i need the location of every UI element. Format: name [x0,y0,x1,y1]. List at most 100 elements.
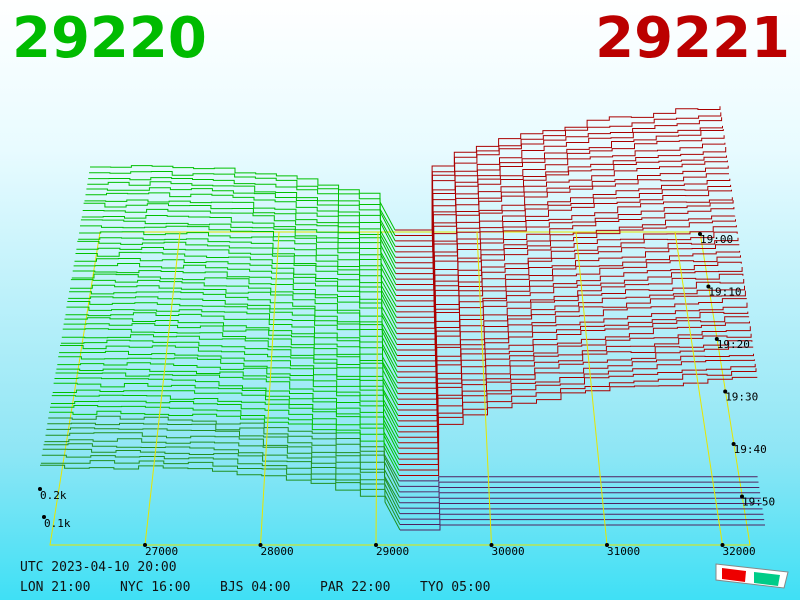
bid-depth-line [59,350,399,416]
bid-depth-line [76,247,397,313]
ask-depth-line [395,112,722,237]
ask-depth-line [397,267,743,378]
ask-depth-line [396,231,738,346]
ask-depth-line [395,165,729,286]
ask-depth-line [396,184,732,302]
ask-depth-line [399,376,758,477]
bid-depth-line [67,301,398,367]
time-label: 19:50 [742,496,775,509]
time-label: 19:30 [725,391,758,404]
ask-depth-line [397,279,745,389]
ask-depth-line [396,173,729,291]
ask-depth-line [399,508,763,515]
price-tick [143,543,147,547]
bid-depth-line [58,356,399,422]
ask-depth-line [399,503,762,509]
city-time: BJS 04:00 [220,580,291,595]
bid-depth-line [78,237,397,302]
ask-depth-line [395,142,726,264]
price-label: 30000 [492,545,525,558]
ask-depth-line [396,215,736,329]
bid-depth-line [60,339,399,405]
bid-depth-line [82,208,397,274]
ask-depth-line [398,311,749,417]
bid-depth-line [79,231,397,296]
ask-depth-line [396,197,733,313]
price-grid-line [375,231,379,546]
ask-depth-line [397,237,739,351]
bid-depth-line [57,362,399,427]
bid-depth-line [70,279,398,345]
ask-depth-line [398,333,752,438]
price-tick [374,543,378,547]
bid-depth-line [65,312,398,378]
ask-depth-line [399,497,761,504]
bid-depth-line [85,192,396,258]
bid-depth-line [41,454,401,520]
ask-depth-line [399,487,760,493]
price-grid-line [476,231,492,546]
bid-depth-line [86,187,396,253]
bid-depth-line [51,394,400,460]
bid-depth-line [89,171,396,236]
ask-depth-line [395,160,728,280]
bid-depth-line [46,427,400,493]
ask-depth-line [398,363,756,466]
3d-glasses-icon[interactable] [712,558,792,598]
bid-depth-line [61,334,399,400]
time-tick [714,337,719,341]
bid-depth-line [70,284,398,351]
bid-depth-line [64,317,398,383]
bid-depth-line [63,323,399,389]
bid-depth-line [43,443,401,509]
ask-depth-line [395,135,725,258]
time-tick [723,389,728,394]
ask-depth-line [398,346,754,449]
ask-depth-line [399,368,757,471]
utc-time: UTC 2023-04-10 20:00 [20,560,177,575]
ask-depth-line [397,298,747,406]
ask-depth-line [398,302,748,411]
bid-depth-line [49,410,400,476]
ask-depth-line [398,316,750,422]
bid-depth-line [71,273,398,340]
ask-depth-line [395,106,721,231]
time-tick [740,494,744,499]
price-grid-line [260,231,280,546]
price-tick [258,543,263,547]
depth-tick [38,487,42,491]
ask-depth-line [399,481,759,487]
price-grid-line [144,231,181,546]
ask-depth-line [397,244,740,357]
ask-depth-line [399,519,765,526]
ask-depth-line [397,273,744,384]
ask-depth-line [396,225,737,340]
bid-depth-line [87,181,396,247]
bid-depth-line [54,377,399,443]
ask-depth-line [395,117,723,242]
ask-depth-line [396,207,735,324]
city-time: LON 21:00 [20,580,91,595]
ask-depth-line [396,200,734,318]
depth-label: 0.1k [44,517,71,530]
bid-depth-line [66,306,398,373]
depth-label: 0.2k [40,489,67,502]
bid-depth-line [50,405,400,471]
ask-depth-line [398,321,750,427]
bid-depth-line [68,296,398,362]
bid-depth-line [88,177,396,242]
price-label: 29000 [376,545,409,558]
ask-price: 29221 [595,6,790,71]
bid-depth-line [84,199,396,263]
time-label: 19:10 [708,286,741,299]
bid-depth-line [77,240,397,307]
ask-depth-line [396,178,731,297]
bid-depth-line [60,345,399,411]
ask-depth-line [397,250,741,362]
ask-depth-line [395,129,724,253]
bid-depth-line [40,460,401,525]
bid-depth-line [45,432,400,498]
ask-depth-line [398,326,751,433]
ask-depth-line [398,340,753,444]
ask-depth-line [396,189,732,307]
